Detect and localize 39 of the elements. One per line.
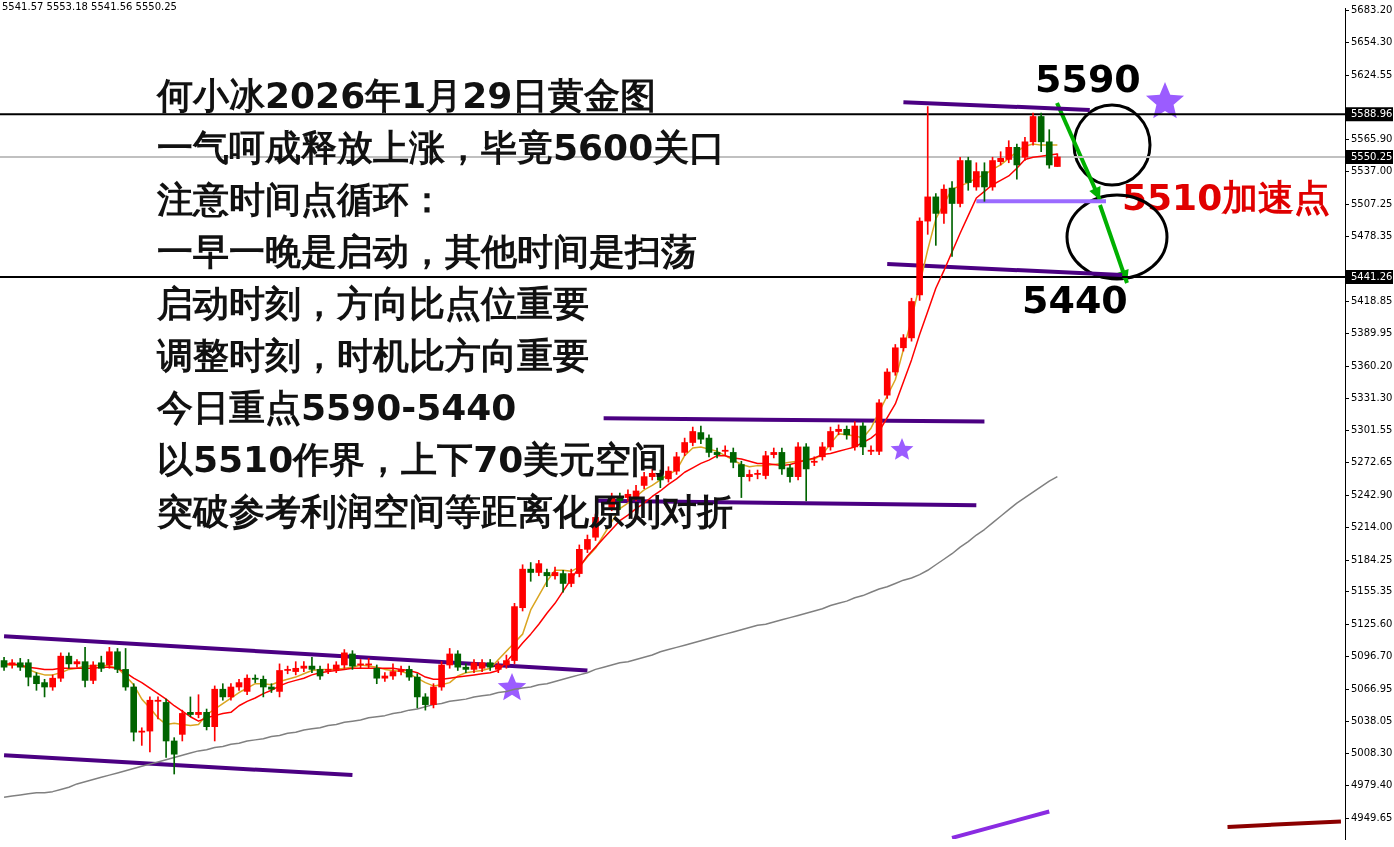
y-tick-label: 5242.90 xyxy=(1351,489,1393,501)
y-tick-label: 5389.95 xyxy=(1351,327,1393,339)
y-tick-label: 5360.20 xyxy=(1351,359,1393,371)
text: 何小冰2026年1月29日黄金图 xyxy=(157,74,658,118)
y-tick-label: 5125.60 xyxy=(1351,618,1393,630)
y-tick-label: 5096.70 xyxy=(1351,650,1393,662)
annotation: 调整时刻，时机比方向重要 xyxy=(157,334,590,378)
y-tick-label: 5038.05 xyxy=(1351,714,1393,726)
annotation: 5590 xyxy=(1035,57,1141,102)
annotation: 5440 xyxy=(1022,278,1128,323)
y-tick-label: 5214.00 xyxy=(1351,520,1393,532)
annotation: 5510加速点 xyxy=(1122,176,1331,220)
y-tick-label: 5478.35 xyxy=(1351,229,1393,241)
y-tick-label: 5066.95 xyxy=(1351,682,1393,694)
annotation: 一早一晚是启动，其他时间是扫荡 xyxy=(157,230,698,274)
y-tick-label: 5418.85 xyxy=(1351,295,1393,307)
annotation: 5541.57 5553.18 5541.56 5550.25 xyxy=(2,1,177,12)
annotation: 今日重点5590-5440 xyxy=(157,386,518,430)
annotation: 以5510作界，上下70美元空间 xyxy=(157,438,669,482)
y-tick-label: 5537.00 xyxy=(1351,165,1393,177)
annotation: 启动时刻，方向比点位重要 xyxy=(157,282,590,326)
y-tick-label: 5683.20 xyxy=(1351,4,1393,16)
y-tick-label: 5331.30 xyxy=(1351,391,1393,403)
y-tick-label: 5565.90 xyxy=(1351,133,1393,145)
y-tick-label: 5654.30 xyxy=(1351,35,1393,47)
y-tick-label: 5624.55 xyxy=(1351,68,1393,80)
ref-line-label: 5588.96 xyxy=(1351,107,1393,119)
y-tick-label: 4979.40 xyxy=(1351,779,1393,791)
y-tick-label: 5507.25 xyxy=(1351,197,1393,209)
y-tick-label: 5272.65 xyxy=(1351,456,1393,468)
y-tick-label: 5155.35 xyxy=(1351,585,1393,597)
annotation: 注意时间点循环： xyxy=(157,178,446,222)
annotation: 一气呵成释放上涨，毕竟5600关口 xyxy=(157,126,727,170)
ref-line-label: 5441.26 xyxy=(1351,270,1393,282)
y-tick-label: 5008.30 xyxy=(1351,747,1393,759)
y-tick-label: 5184.25 xyxy=(1351,553,1393,565)
y-tick-label: 4949.65 xyxy=(1351,812,1393,824)
y-tick-label: 5301.55 xyxy=(1351,424,1393,436)
ref-line-label: 5550.25 xyxy=(1351,150,1393,162)
